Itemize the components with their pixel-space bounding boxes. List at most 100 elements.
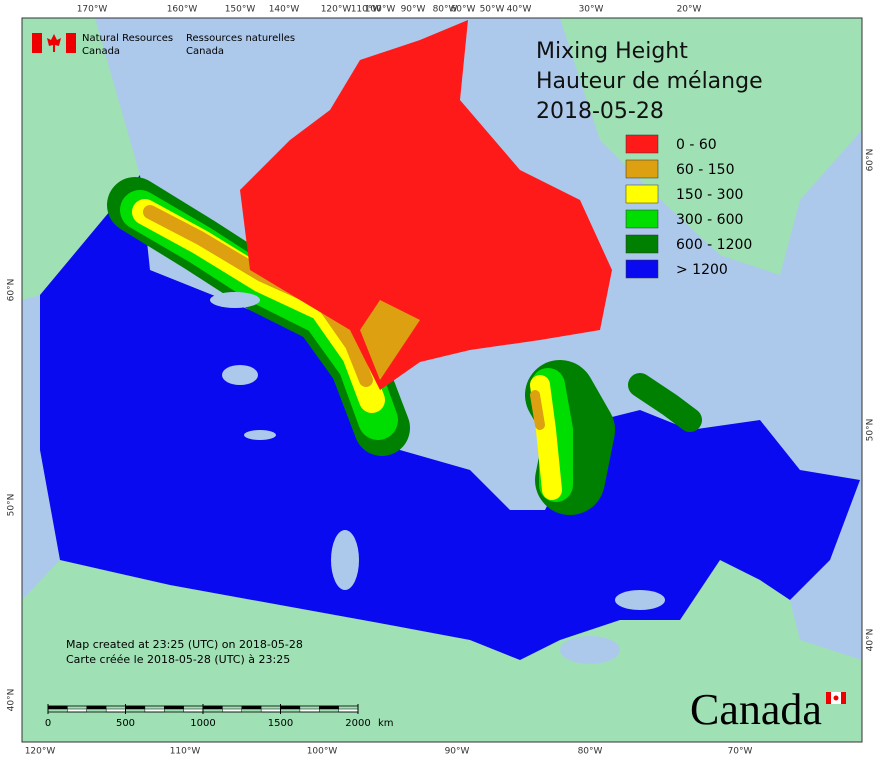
scale-segment [202, 705, 223, 710]
longitude-label: 90°W [445, 747, 470, 757]
note: Carte créée le 2018-05-28 (UTC) à 23:25 [66, 653, 290, 666]
latitude-label: 60°N [7, 279, 17, 302]
legend-label: 600 - 1200 [676, 237, 752, 253]
legend-swatch [625, 134, 659, 154]
longitude-label: 20°W [677, 5, 702, 15]
longitude-label: 50°W [480, 5, 505, 15]
legend-swatch [625, 234, 659, 254]
greenland [560, 18, 862, 275]
longitude-label: 40°W [507, 5, 532, 15]
lake [222, 365, 258, 385]
longitude-label: 110°W [351, 5, 382, 15]
canada-wordmark: Canada [690, 685, 846, 734]
logo-text: Canada [82, 46, 120, 57]
lake [615, 590, 665, 610]
scale-segment [299, 708, 320, 713]
lake [331, 530, 359, 590]
hudson-bay [365, 362, 532, 505]
band [628, 373, 702, 432]
wordmark-flag [841, 692, 846, 704]
longitude-label: 150°W [225, 5, 256, 15]
maple-leaf [47, 34, 61, 52]
wordmark: Canada [690, 685, 822, 734]
latitude-label: 50°N [866, 419, 876, 442]
longitude-label: 70°W [728, 747, 753, 757]
scale-segment [280, 705, 301, 710]
longitude-label: 140°W [269, 5, 300, 15]
lake [210, 292, 260, 308]
band [530, 390, 545, 430]
scale-segment [164, 705, 184, 710]
legend-swatch [625, 184, 659, 204]
legend-label: 300 - 600 [676, 212, 743, 228]
legend-label: 0 - 60 [676, 137, 717, 153]
legend-label: 60 - 150 [676, 162, 735, 178]
wordmark-flag [833, 695, 839, 701]
scale-segment [105, 708, 126, 713]
scale-label: 500 [116, 718, 135, 729]
latitude-label: 40°N [7, 689, 17, 712]
united-states [22, 560, 862, 742]
scale-label: 2000 [345, 718, 370, 729]
scale-segment [86, 705, 107, 710]
flag-bar [66, 33, 76, 53]
arctic-archipelago [240, 20, 612, 390]
longitude-label: 100°W [307, 747, 338, 757]
arctic-edge [360, 300, 420, 380]
longitude-label: 90°W [401, 5, 426, 15]
scale-segment [241, 705, 262, 710]
longitude-label: 80°W [578, 747, 603, 757]
scale-label: 0 [45, 718, 51, 729]
scale-segment [338, 708, 359, 713]
legend-label: > 1200 [676, 262, 728, 278]
legend-label: 150 - 300 [676, 187, 743, 203]
flag-bar [32, 33, 42, 53]
scale-label: 1500 [268, 718, 293, 729]
logo-text: Ressources naturelles [186, 33, 295, 44]
longitude-label: 60°W [451, 5, 476, 15]
logo-text: Canada [186, 46, 224, 57]
legend: 0 - 60 60 - 150 150 - 300 300 - 600 600 - 12… [625, 134, 752, 279]
lake [560, 636, 620, 664]
canada-mainland [40, 175, 860, 660]
longitude-label: 170°W [77, 5, 108, 15]
scale-segment [319, 705, 339, 710]
nrcan-logo: Natural Resources Canada Ressources natu… [32, 33, 295, 57]
longitude-label: 100°W [365, 5, 396, 15]
latitude-label: 50°N [7, 494, 17, 517]
longitude-label: 120°W [25, 747, 56, 757]
latitude-label: 40°N [866, 629, 876, 652]
longitude-label: 80°W [433, 5, 458, 15]
longitude-label: 110°W [170, 747, 201, 757]
legend-swatch [625, 259, 659, 279]
legend-swatch [625, 159, 659, 179]
scale-segment [222, 708, 242, 713]
lake [244, 430, 276, 440]
map-frame [21, 17, 863, 743]
legend-swatch [625, 209, 659, 229]
scale-segment [183, 708, 204, 713]
latitude-label: 60°N [866, 149, 876, 172]
scale-bar: 0 500 1000 1500 2000 km [45, 704, 394, 729]
logo-text: Natural Resources [82, 33, 173, 44]
scale-unit: km [378, 718, 394, 729]
scale-segment [260, 708, 281, 713]
note: Map created at 23:25 (UTC) on 2018-05-28 [66, 638, 303, 651]
scale-segment [47, 705, 68, 710]
scale-label: 1000 [190, 718, 215, 729]
lakes [210, 292, 665, 664]
band [530, 375, 562, 500]
scale-segment [67, 708, 87, 713]
title: Hauteur de mélange [536, 69, 763, 94]
title: Mixing Height [536, 39, 688, 64]
scale-segment [125, 705, 146, 710]
scale-segment [144, 708, 165, 713]
title: 2018-05-28 [536, 99, 664, 124]
alaska [22, 18, 140, 300]
longitude-label: 120°W [321, 5, 352, 15]
longitude-label: 160°W [167, 5, 198, 15]
longitude-label: 30°W [579, 5, 604, 15]
